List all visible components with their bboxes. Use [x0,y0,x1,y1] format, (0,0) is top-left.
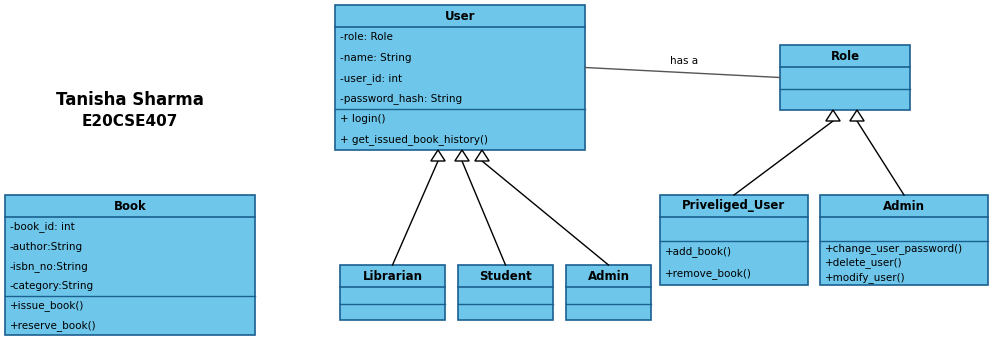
Text: +add_book(): +add_book() [665,246,732,257]
Bar [335,5,585,150]
Text: + get_issued_book_history(): + get_issued_book_history() [340,134,488,145]
Text: +modify_user(): +modify_user() [825,272,905,283]
Text: User: User [445,10,475,23]
Text: Tanisha Sharma: Tanisha Sharma [56,91,204,109]
Text: Librarian: Librarian [362,269,423,282]
Text: Student: Student [479,269,532,282]
Polygon shape [475,150,489,161]
Text: +issue_book(): +issue_book() [10,300,85,311]
Text: -isbn_no:String: -isbn_no:String [10,261,89,272]
Text: +delete_user(): +delete_user() [825,257,902,268]
Text: +reserve_book(): +reserve_book() [10,320,97,331]
Bar [660,195,808,285]
Text: +remove_book(): +remove_book() [665,268,751,279]
Text: -book_id: int: -book_id: int [10,221,74,232]
Text: has a: has a [670,57,698,67]
Text: Priveliged_User: Priveliged_User [682,200,786,212]
Polygon shape [431,150,445,161]
Bar [5,195,255,335]
Polygon shape [455,150,469,161]
Text: -user_id: int: -user_id: int [340,73,402,84]
Bar [566,265,651,320]
Polygon shape [850,110,864,121]
Text: -category:String: -category:String [10,281,95,291]
Bar [820,195,988,285]
Polygon shape [826,110,840,121]
Text: Book: Book [114,200,147,212]
Text: -password_hash: String: -password_hash: String [340,93,462,104]
Text: -role: Role: -role: Role [340,32,393,42]
Text: Admin: Admin [588,269,630,282]
Text: -author:String: -author:String [10,241,83,251]
Text: E20CSE407: E20CSE407 [81,114,178,130]
Text: + login(): + login() [340,114,385,124]
Text: Role: Role [830,50,859,63]
Text: +change_user_password(): +change_user_password() [825,243,963,253]
Bar [340,265,445,320]
Bar [458,265,553,320]
Bar [780,45,910,110]
Text: Admin: Admin [883,200,925,212]
Text: -name: String: -name: String [340,53,411,63]
